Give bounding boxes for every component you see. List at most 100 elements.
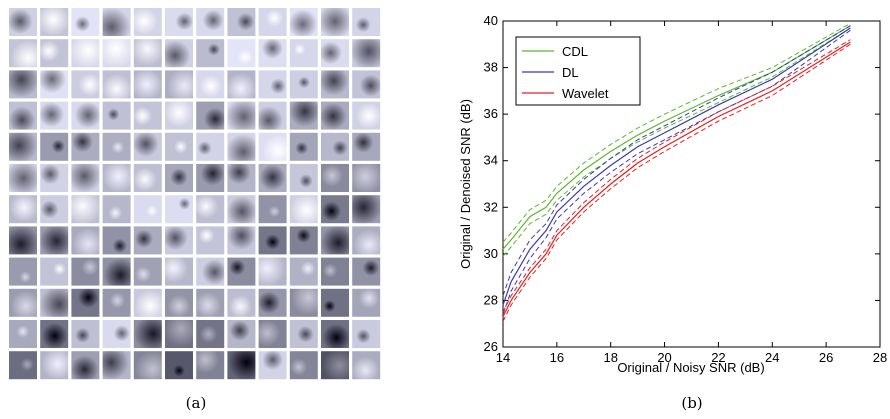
legend-box xyxy=(515,36,641,106)
x-tick-label: 18 xyxy=(603,350,617,365)
atom-tile xyxy=(165,320,193,348)
atom-tile xyxy=(227,288,256,317)
atom-tile xyxy=(40,70,69,99)
atom-tile xyxy=(227,226,256,255)
atom-tile xyxy=(9,195,37,224)
atom-tile xyxy=(71,101,100,130)
atom-tile xyxy=(71,288,100,317)
atom-tile xyxy=(40,226,69,255)
atom-tile xyxy=(133,8,162,36)
atom-tile xyxy=(133,195,162,224)
atom-tile xyxy=(258,132,287,161)
atom-tile xyxy=(102,257,131,286)
atom-tile xyxy=(102,288,131,317)
atom-tile xyxy=(102,101,131,130)
atom-tile xyxy=(258,8,287,36)
atom-tile xyxy=(321,132,349,161)
atom-tile xyxy=(165,8,193,36)
atom-tile xyxy=(196,257,225,286)
atom-tile xyxy=(321,351,349,380)
atom-tile xyxy=(9,257,37,286)
y-tick-label: 28 xyxy=(484,292,498,307)
x-tick-label: 20 xyxy=(657,350,671,365)
atom-tile xyxy=(71,39,100,68)
plot-frame xyxy=(502,20,881,348)
atom-tile xyxy=(71,226,100,255)
atom-tile xyxy=(352,351,381,380)
atom-tile xyxy=(352,39,381,68)
atom-tile xyxy=(258,101,287,130)
bound-line xyxy=(502,39,851,313)
atom-grid xyxy=(9,8,381,380)
atom-tile xyxy=(165,351,193,380)
atom-tile xyxy=(133,70,162,99)
atom-tile xyxy=(71,195,100,224)
atom-tile xyxy=(71,164,100,192)
atom-tile xyxy=(196,351,225,380)
atom-tile xyxy=(71,8,100,36)
x-tick-label: 28 xyxy=(873,350,887,365)
atom-tile xyxy=(258,257,287,286)
atom-tile xyxy=(321,226,349,255)
atom-tile xyxy=(196,288,225,317)
atom-tile xyxy=(352,8,381,36)
atom-tile xyxy=(71,320,100,348)
atom-tile xyxy=(165,39,193,68)
atom-tile xyxy=(227,195,256,224)
atom-tile xyxy=(227,39,256,68)
atom-tile xyxy=(352,132,381,161)
atom-tile xyxy=(9,8,37,36)
atom-tile xyxy=(71,257,100,286)
atom-tile xyxy=(321,288,349,317)
atom-tile xyxy=(227,164,256,192)
atom-tile xyxy=(352,288,381,317)
atom-tile xyxy=(40,351,69,380)
x-tick-label: 16 xyxy=(550,350,564,365)
atom-tile xyxy=(352,70,381,99)
atom-tile xyxy=(9,288,37,317)
atom-tile xyxy=(289,226,318,255)
atom-tile xyxy=(102,70,131,99)
atom-tile xyxy=(289,195,318,224)
atom-tile xyxy=(289,39,318,68)
atom-tile xyxy=(102,164,131,192)
y-tick-label: 40 xyxy=(484,13,498,28)
atom-tile xyxy=(196,226,225,255)
atom-tile xyxy=(227,8,256,36)
atom-tile xyxy=(165,101,193,130)
atom-tile xyxy=(321,320,349,348)
atom-tile xyxy=(196,132,225,161)
atom-tile xyxy=(352,101,381,130)
bound-line xyxy=(502,25,851,296)
atom-tile xyxy=(289,288,318,317)
atom-tile xyxy=(321,101,349,130)
atom-tile xyxy=(165,226,193,255)
atom-tile xyxy=(102,132,131,161)
series-line xyxy=(502,41,851,317)
atom-tile xyxy=(165,132,193,161)
atom-tile xyxy=(258,70,287,99)
atom-tile xyxy=(40,164,69,192)
y-tick-label: 30 xyxy=(484,246,498,261)
atom-tile xyxy=(321,8,349,36)
atom-tile xyxy=(196,8,225,36)
y-tick-label: 26 xyxy=(484,339,498,354)
atom-tile xyxy=(321,70,349,99)
caption-b: (b) xyxy=(681,394,702,412)
atom-tile xyxy=(40,320,69,348)
bound-line xyxy=(502,22,851,243)
y-axis-label: Original / Denoised SNR (dB) xyxy=(458,99,473,269)
atom-tile xyxy=(289,132,318,161)
atom-tile xyxy=(40,8,69,36)
atom-tile xyxy=(352,320,381,348)
atom-tile xyxy=(196,39,225,68)
atom-tile xyxy=(227,320,256,348)
atom-tile xyxy=(352,195,381,224)
atom-tile xyxy=(9,226,37,255)
atom-tile xyxy=(133,351,162,380)
atom-tile xyxy=(258,195,287,224)
atom-tile xyxy=(258,39,287,68)
legend-label: CDL xyxy=(562,44,588,59)
atom-tile xyxy=(102,351,131,380)
